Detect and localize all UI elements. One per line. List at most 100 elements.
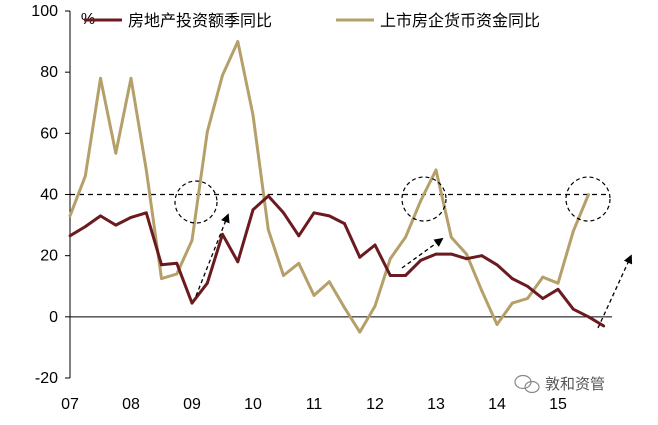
highlight-circle-15 xyxy=(565,176,611,222)
series-line-funds xyxy=(68,40,590,334)
data-point-funds xyxy=(373,304,377,308)
data-point-investment xyxy=(297,234,301,238)
data-point-investment xyxy=(587,315,590,319)
legend-label-funds: 上市房企货币资金同比 xyxy=(380,11,540,30)
data-point-funds xyxy=(449,235,453,239)
data-point-funds xyxy=(129,76,133,80)
x-axis-ticks: 07 08 09 10 11 12 13 14 15 xyxy=(61,396,567,413)
data-point-investment xyxy=(571,307,575,311)
trend-arrows xyxy=(195,213,633,329)
data-point-investment xyxy=(312,211,316,215)
y-tick-label: 80 xyxy=(40,64,58,81)
data-point-funds xyxy=(205,130,209,134)
data-point-funds xyxy=(358,330,362,334)
x-tick-label: 07 xyxy=(61,396,79,413)
x-tick-label: 11 xyxy=(306,396,323,413)
data-point-funds xyxy=(160,277,163,281)
x-tick-label: 13 xyxy=(427,396,445,413)
data-point-investment xyxy=(68,234,72,238)
data-point-funds xyxy=(571,229,575,233)
data-point-funds xyxy=(526,297,529,300)
x-tick-label: 09 xyxy=(183,396,201,413)
y-tick-label: 20 xyxy=(40,248,58,265)
data-point-investment xyxy=(465,257,468,261)
data-point-investment xyxy=(99,214,102,218)
data-point-investment xyxy=(404,274,407,277)
data-point-funds xyxy=(388,257,392,261)
data-point-funds xyxy=(312,294,316,297)
data-point-investment xyxy=(556,287,560,291)
x-tick-label: 08 xyxy=(122,396,140,413)
y-tick-label: 60 xyxy=(40,125,58,142)
data-point-funds xyxy=(83,174,87,178)
data-point-funds xyxy=(236,40,240,43)
data-point-funds xyxy=(556,281,560,285)
data-point-investment xyxy=(510,277,514,281)
data-point-investment xyxy=(282,211,285,215)
data-point-funds xyxy=(144,168,148,172)
data-point-investment xyxy=(266,194,270,198)
legend-label-investment: 房地产投资额季同比 xyxy=(128,11,272,30)
legend: 房地产投资额季同比 上市房企货币资金同比 xyxy=(84,11,540,30)
series-points-funds xyxy=(68,40,590,334)
data-point-investment xyxy=(190,301,194,305)
data-point-investment xyxy=(236,260,240,264)
data-point-funds xyxy=(327,280,331,284)
data-point-investment xyxy=(526,284,529,288)
data-point-investment xyxy=(602,324,606,328)
x-tick-label: 15 xyxy=(549,396,567,413)
data-point-investment xyxy=(160,263,163,267)
data-point-investment xyxy=(388,274,392,277)
data-point-investment xyxy=(495,263,499,267)
data-point-funds xyxy=(587,193,590,196)
series-line-investment xyxy=(69,194,605,328)
data-point-investment xyxy=(175,261,179,265)
data-point-funds xyxy=(175,272,179,276)
data-point-funds xyxy=(495,323,499,326)
trend-arrow-15 xyxy=(597,254,633,329)
trend-arrow-13 xyxy=(401,237,444,269)
y-tick-label: 40 xyxy=(40,187,58,204)
data-point-funds xyxy=(480,289,484,293)
data-point-investment xyxy=(373,243,377,247)
x-tick-label: 10 xyxy=(244,396,262,413)
data-point-investment xyxy=(327,214,331,218)
data-point-investment xyxy=(129,216,133,219)
data-point-funds xyxy=(114,151,118,155)
data-point-funds xyxy=(68,214,72,218)
data-point-investment xyxy=(480,254,484,258)
watermark: 敦和资管 xyxy=(514,374,605,394)
data-point-investment xyxy=(449,252,453,256)
y-tick-label: 0 xyxy=(49,309,58,326)
data-point-investment xyxy=(541,297,545,300)
data-point-funds xyxy=(434,168,438,172)
data-point-funds xyxy=(251,113,255,117)
data-point-funds xyxy=(190,238,194,242)
data-point-investment xyxy=(205,281,209,285)
data-point-funds xyxy=(404,235,407,239)
data-point-investment xyxy=(343,222,346,225)
data-point-funds xyxy=(99,76,102,80)
data-point-funds xyxy=(465,252,468,256)
data-point-investment xyxy=(358,255,362,259)
data-point-funds xyxy=(266,228,270,232)
data-point-funds xyxy=(510,301,514,305)
trend-arrow-09 xyxy=(195,213,230,297)
data-point-investment xyxy=(144,211,148,215)
data-point-investment xyxy=(114,223,118,227)
data-point-investment xyxy=(221,232,224,236)
x-tick-label: 12 xyxy=(366,396,384,413)
highlight-circle-09 xyxy=(174,180,218,224)
y-tick-label: -20 xyxy=(35,370,58,387)
y-axis-ticks: -20 0 20 40 60 80 100 xyxy=(31,3,70,387)
data-point-funds xyxy=(221,73,224,77)
data-point-investment xyxy=(251,208,255,212)
highlight-circles xyxy=(174,176,611,224)
wechat-icon xyxy=(514,374,540,394)
watermark-text: 敦和资管 xyxy=(545,375,605,393)
data-point-investment xyxy=(419,258,423,262)
y-tick-label: 100 xyxy=(31,3,58,20)
data-point-investment xyxy=(83,225,87,229)
data-point-funds xyxy=(297,261,301,265)
